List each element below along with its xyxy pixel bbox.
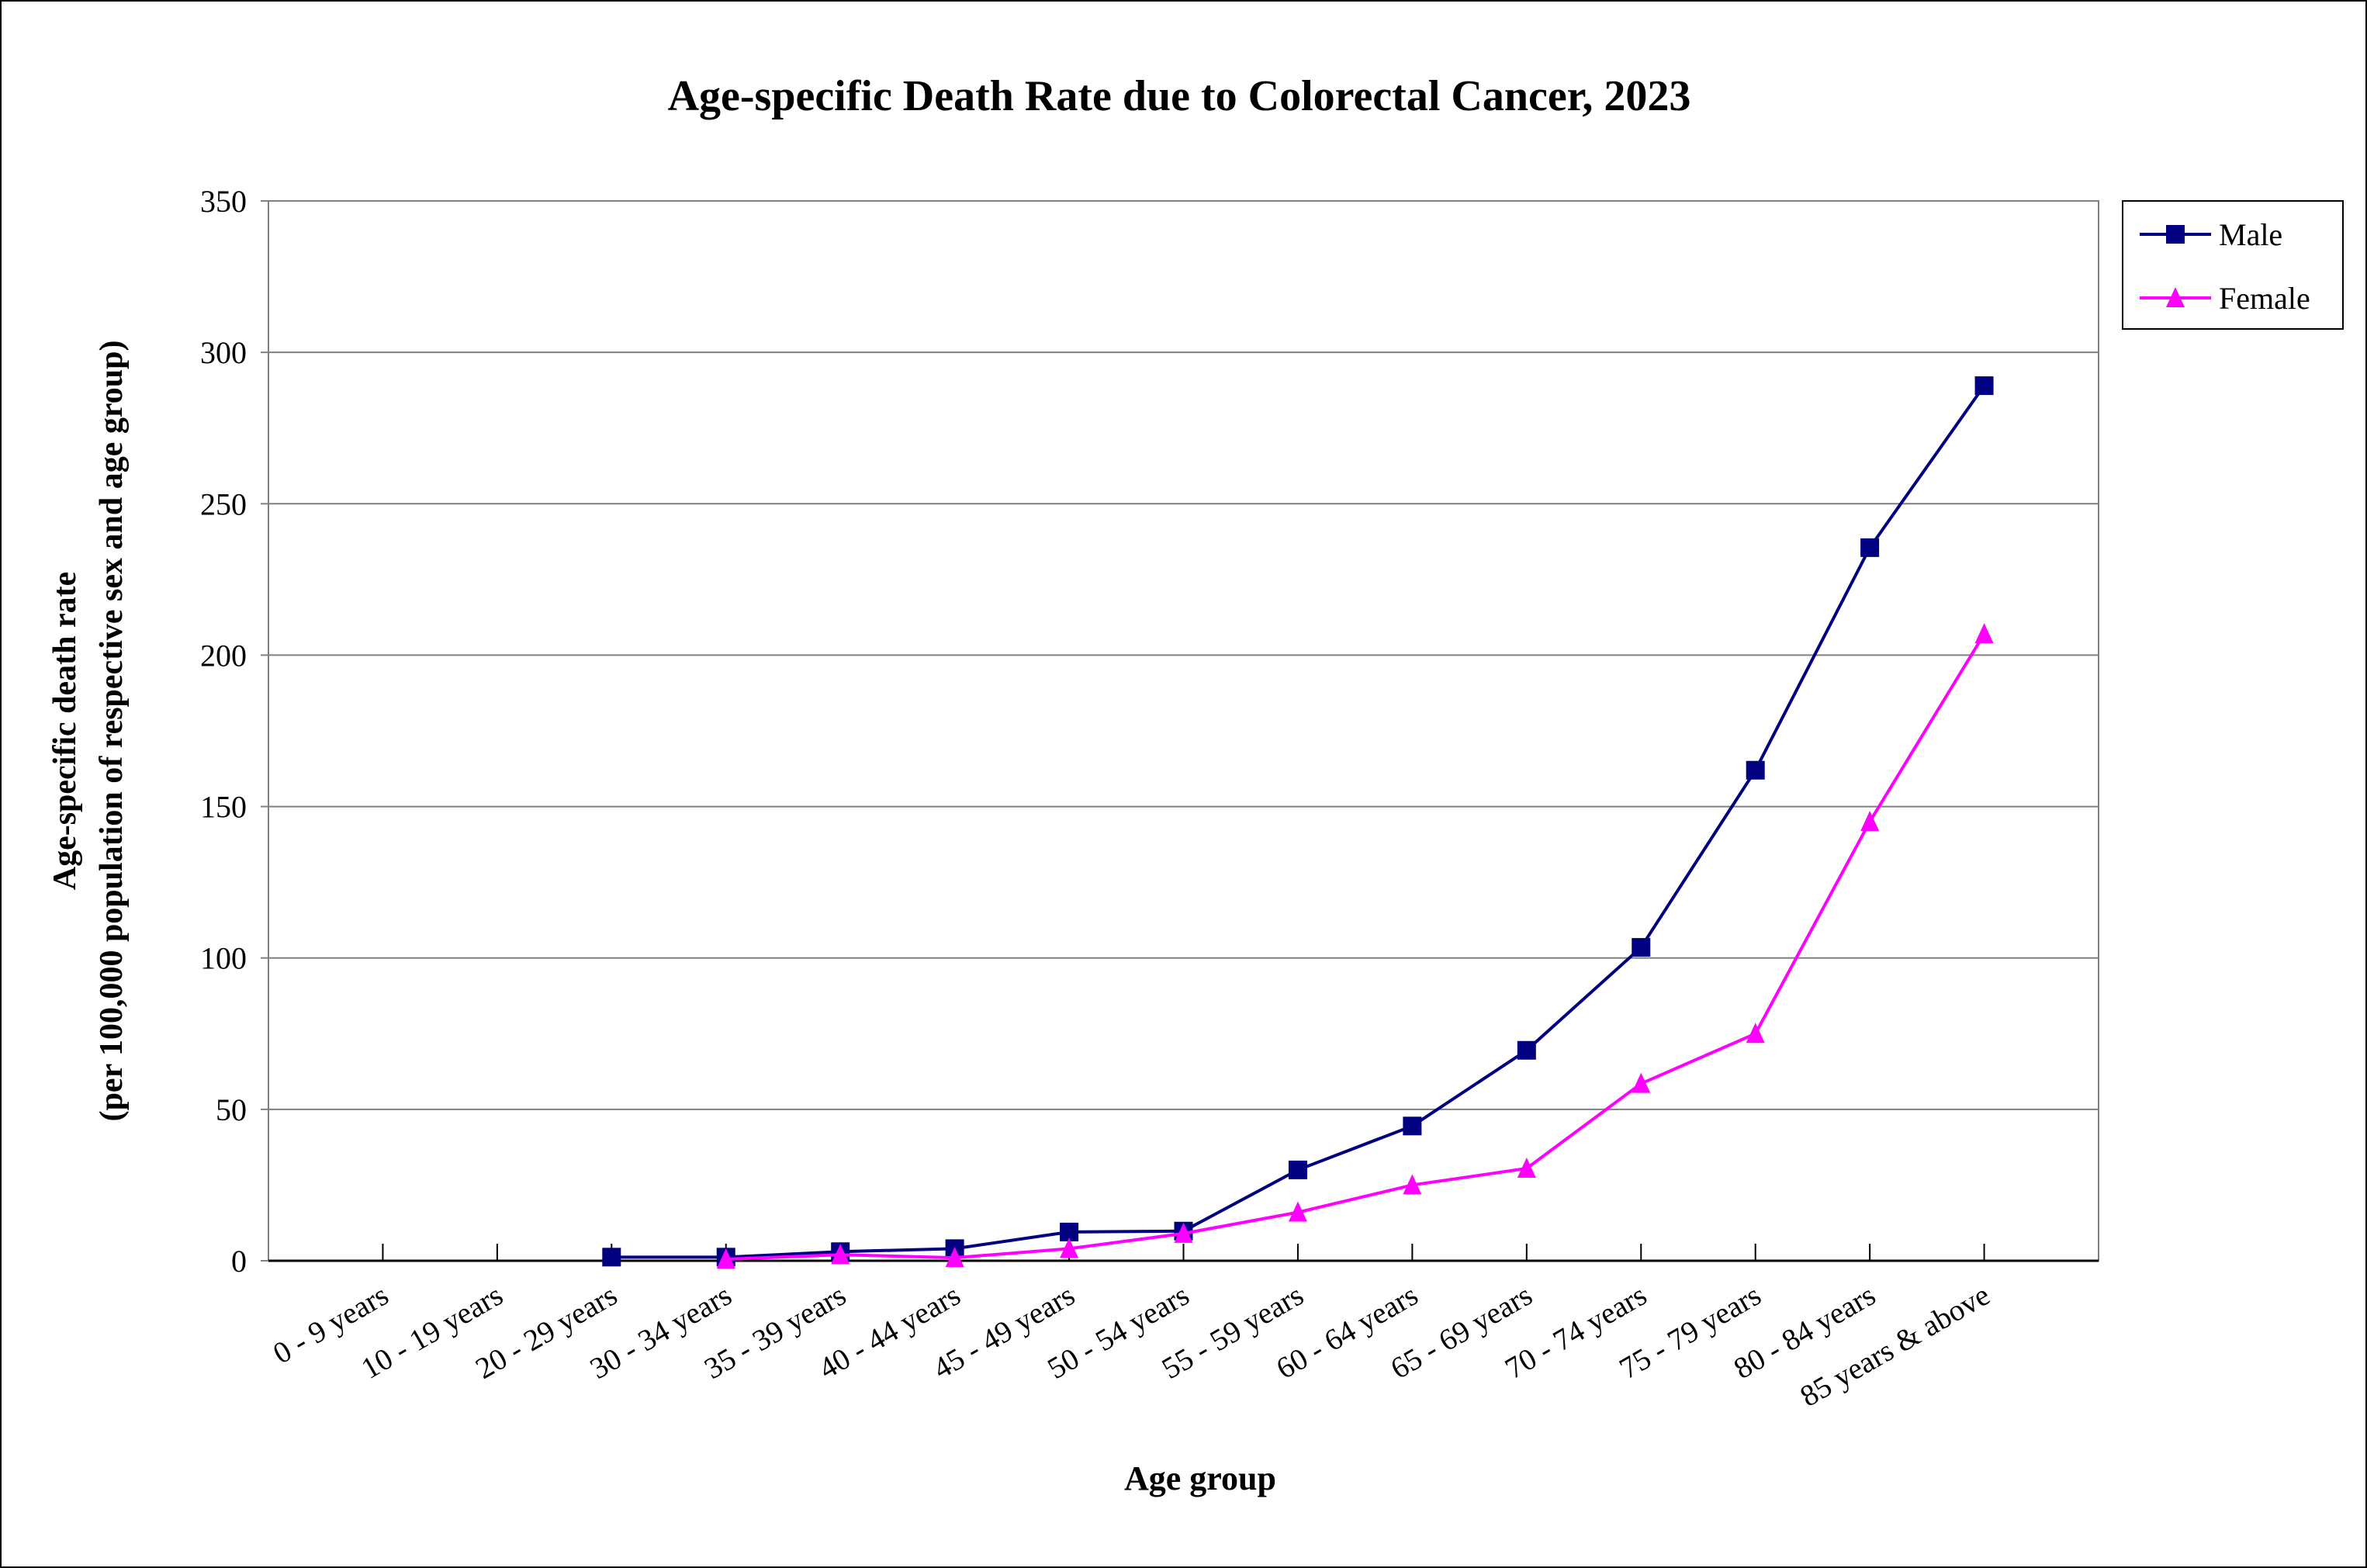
y-tick-label: 50: [216, 1092, 247, 1127]
data-point-triangle: [2166, 287, 2185, 307]
data-point-triangle: [1060, 1237, 1079, 1258]
series-female: [716, 623, 1994, 1269]
data-point-triangle: [831, 1244, 850, 1265]
legend: Male Female: [2122, 200, 2344, 330]
data-point-square: [1517, 1040, 1536, 1060]
data-point-triangle: [1174, 1222, 1193, 1243]
legend-label: Female: [2219, 281, 2310, 316]
data-point-square: [1632, 938, 1651, 957]
data-point-triangle: [945, 1247, 964, 1268]
data-point-triangle: [1403, 1174, 1422, 1195]
data-point-square: [1288, 1160, 1307, 1179]
data-point-triangle: [716, 1248, 735, 1269]
legend-label: Male: [2219, 217, 2282, 252]
data-point-triangle: [1746, 1023, 1765, 1044]
chart-title: Age-specific Death Rate due to Colorecta…: [668, 72, 1691, 120]
data-point-square: [1860, 538, 1880, 557]
data-point-triangle: [1288, 1201, 1307, 1222]
data-point-triangle: [1517, 1157, 1536, 1178]
x-axis-label: Age group: [1124, 1459, 1276, 1497]
data-point-square: [1403, 1116, 1422, 1136]
legend-box: [2122, 200, 2344, 330]
y-axis-label-line2: (per 100,000 population of respective se…: [94, 341, 130, 1122]
y-tick-label: 100: [200, 941, 247, 976]
y-axis-label-line1: Age-specific death rate: [47, 572, 83, 891]
y-axis: 0 50 100 150 200 250 300 350: [200, 184, 268, 1279]
y-tick-label: 0: [231, 1244, 247, 1279]
data-point-square: [602, 1248, 621, 1267]
y-tick-label: 200: [200, 638, 247, 673]
y-tick-label: 300: [200, 335, 247, 370]
y-tick-label: 350: [200, 184, 247, 219]
data-point-triangle: [1632, 1072, 1651, 1093]
data-point-square: [1746, 760, 1765, 780]
data-point-triangle: [1860, 811, 1880, 832]
y-tick-label: 250: [200, 486, 247, 521]
data-point-square: [1974, 376, 1994, 396]
series-line: [725, 633, 1986, 1262]
data-point-square: [2166, 225, 2185, 244]
series-group: [602, 376, 1994, 1269]
data-point-triangle: [1974, 623, 1994, 644]
y-tick-label: 150: [200, 790, 247, 825]
